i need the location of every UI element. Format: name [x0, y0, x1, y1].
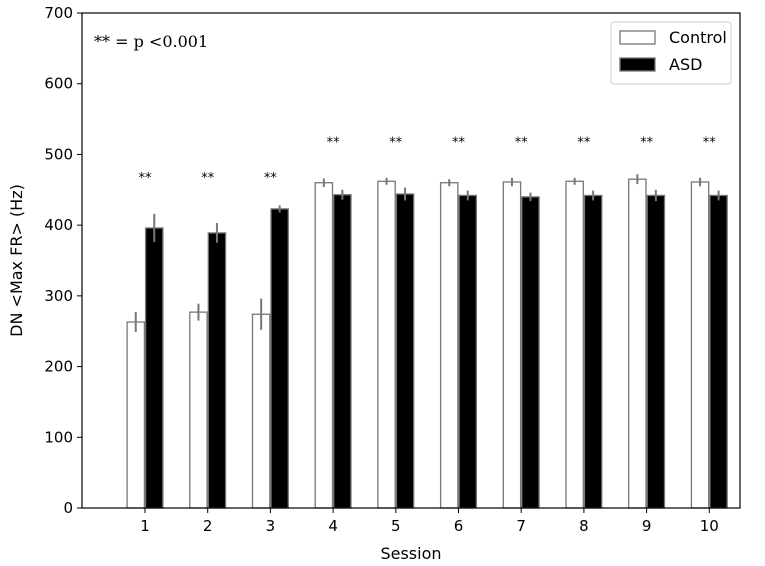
bar-control-session-6	[439, 182, 459, 509]
x-tick-label: 1	[140, 517, 150, 535]
x-tick-label: 10	[700, 517, 719, 535]
y-tick-label: 700	[44, 4, 73, 22]
bar-control-session-8	[565, 180, 584, 509]
bar-control-session-5	[377, 180, 396, 509]
bar-control-session-2	[189, 311, 208, 509]
error-bars-layer	[134, 174, 720, 332]
legend-label-asd: ASD	[669, 55, 702, 74]
significance-marker-session-1: **	[139, 171, 153, 186]
legend: Control ASD	[610, 21, 732, 85]
bar-control-session-7	[502, 181, 522, 509]
bar-control-session-9	[628, 178, 647, 509]
y-tick-label: 400	[44, 216, 73, 234]
bar-asd-session-4	[333, 194, 352, 509]
x-tick-label: 3	[266, 517, 276, 535]
y-tick-label: 600	[44, 75, 73, 93]
bar-asd-session-2	[207, 232, 227, 509]
x-tick-label: 5	[391, 517, 401, 535]
significance-marker-session-8: **	[577, 136, 591, 151]
plot-area-frame	[81, 12, 741, 509]
x-tick-label: 8	[579, 517, 589, 535]
y-axis-label: DN <Max FR> (Hz)	[7, 184, 26, 337]
x-tick-label: 7	[516, 517, 526, 535]
significance-marker-session-9: **	[640, 136, 654, 151]
y-tick-label: 100	[44, 428, 73, 446]
y-tick-label: 300	[44, 287, 73, 305]
legend-label-control: Control	[669, 28, 727, 47]
bar-control-session-4	[314, 182, 334, 509]
y-tick-label: 200	[44, 358, 73, 376]
significance-layer: ** ** ** ** ** ** ** ** ** **	[139, 136, 717, 186]
x-tick-label: 9	[642, 517, 652, 535]
y-axis: 0 100 200 300 400 500 600 700	[44, 4, 82, 517]
bar-asd-session-9	[646, 194, 666, 509]
y-tick-label: 0	[63, 499, 73, 517]
x-tick-label: 4	[328, 517, 338, 535]
significance-marker-session-5: **	[389, 136, 403, 151]
significance-marker-session-4: **	[327, 136, 341, 151]
bar-control-session-3	[251, 313, 271, 509]
x-tick-label: 6	[454, 517, 464, 535]
significance-note: ** = p <0.001	[94, 32, 208, 51]
x-tick-label: 2	[203, 517, 213, 535]
significance-marker-session-2: **	[201, 171, 215, 186]
significance-marker-session-10: **	[703, 136, 717, 151]
legend-swatch-asd	[619, 57, 656, 72]
bar-asd-session-3	[270, 208, 289, 509]
x-axis: 1 2 3 4 5 6 7 8 9 10	[140, 508, 719, 535]
y-tick-label: 500	[44, 145, 73, 163]
bar-asd-session-1	[144, 227, 164, 509]
bar-asd-session-6	[458, 194, 478, 509]
bar-control-session-1	[126, 321, 146, 509]
bar-asd-session-5	[395, 193, 415, 509]
significance-marker-session-6: **	[452, 136, 466, 151]
legend-swatch-control	[619, 30, 656, 45]
bar-asd-session-10	[709, 194, 728, 509]
significance-marker-session-7: **	[515, 136, 529, 151]
x-axis-label: Session	[380, 544, 441, 563]
bar-asd-session-8	[583, 194, 603, 509]
bar-asd-session-7	[521, 196, 540, 509]
bar-control-session-10	[690, 181, 710, 509]
significance-marker-session-3: **	[264, 171, 278, 186]
